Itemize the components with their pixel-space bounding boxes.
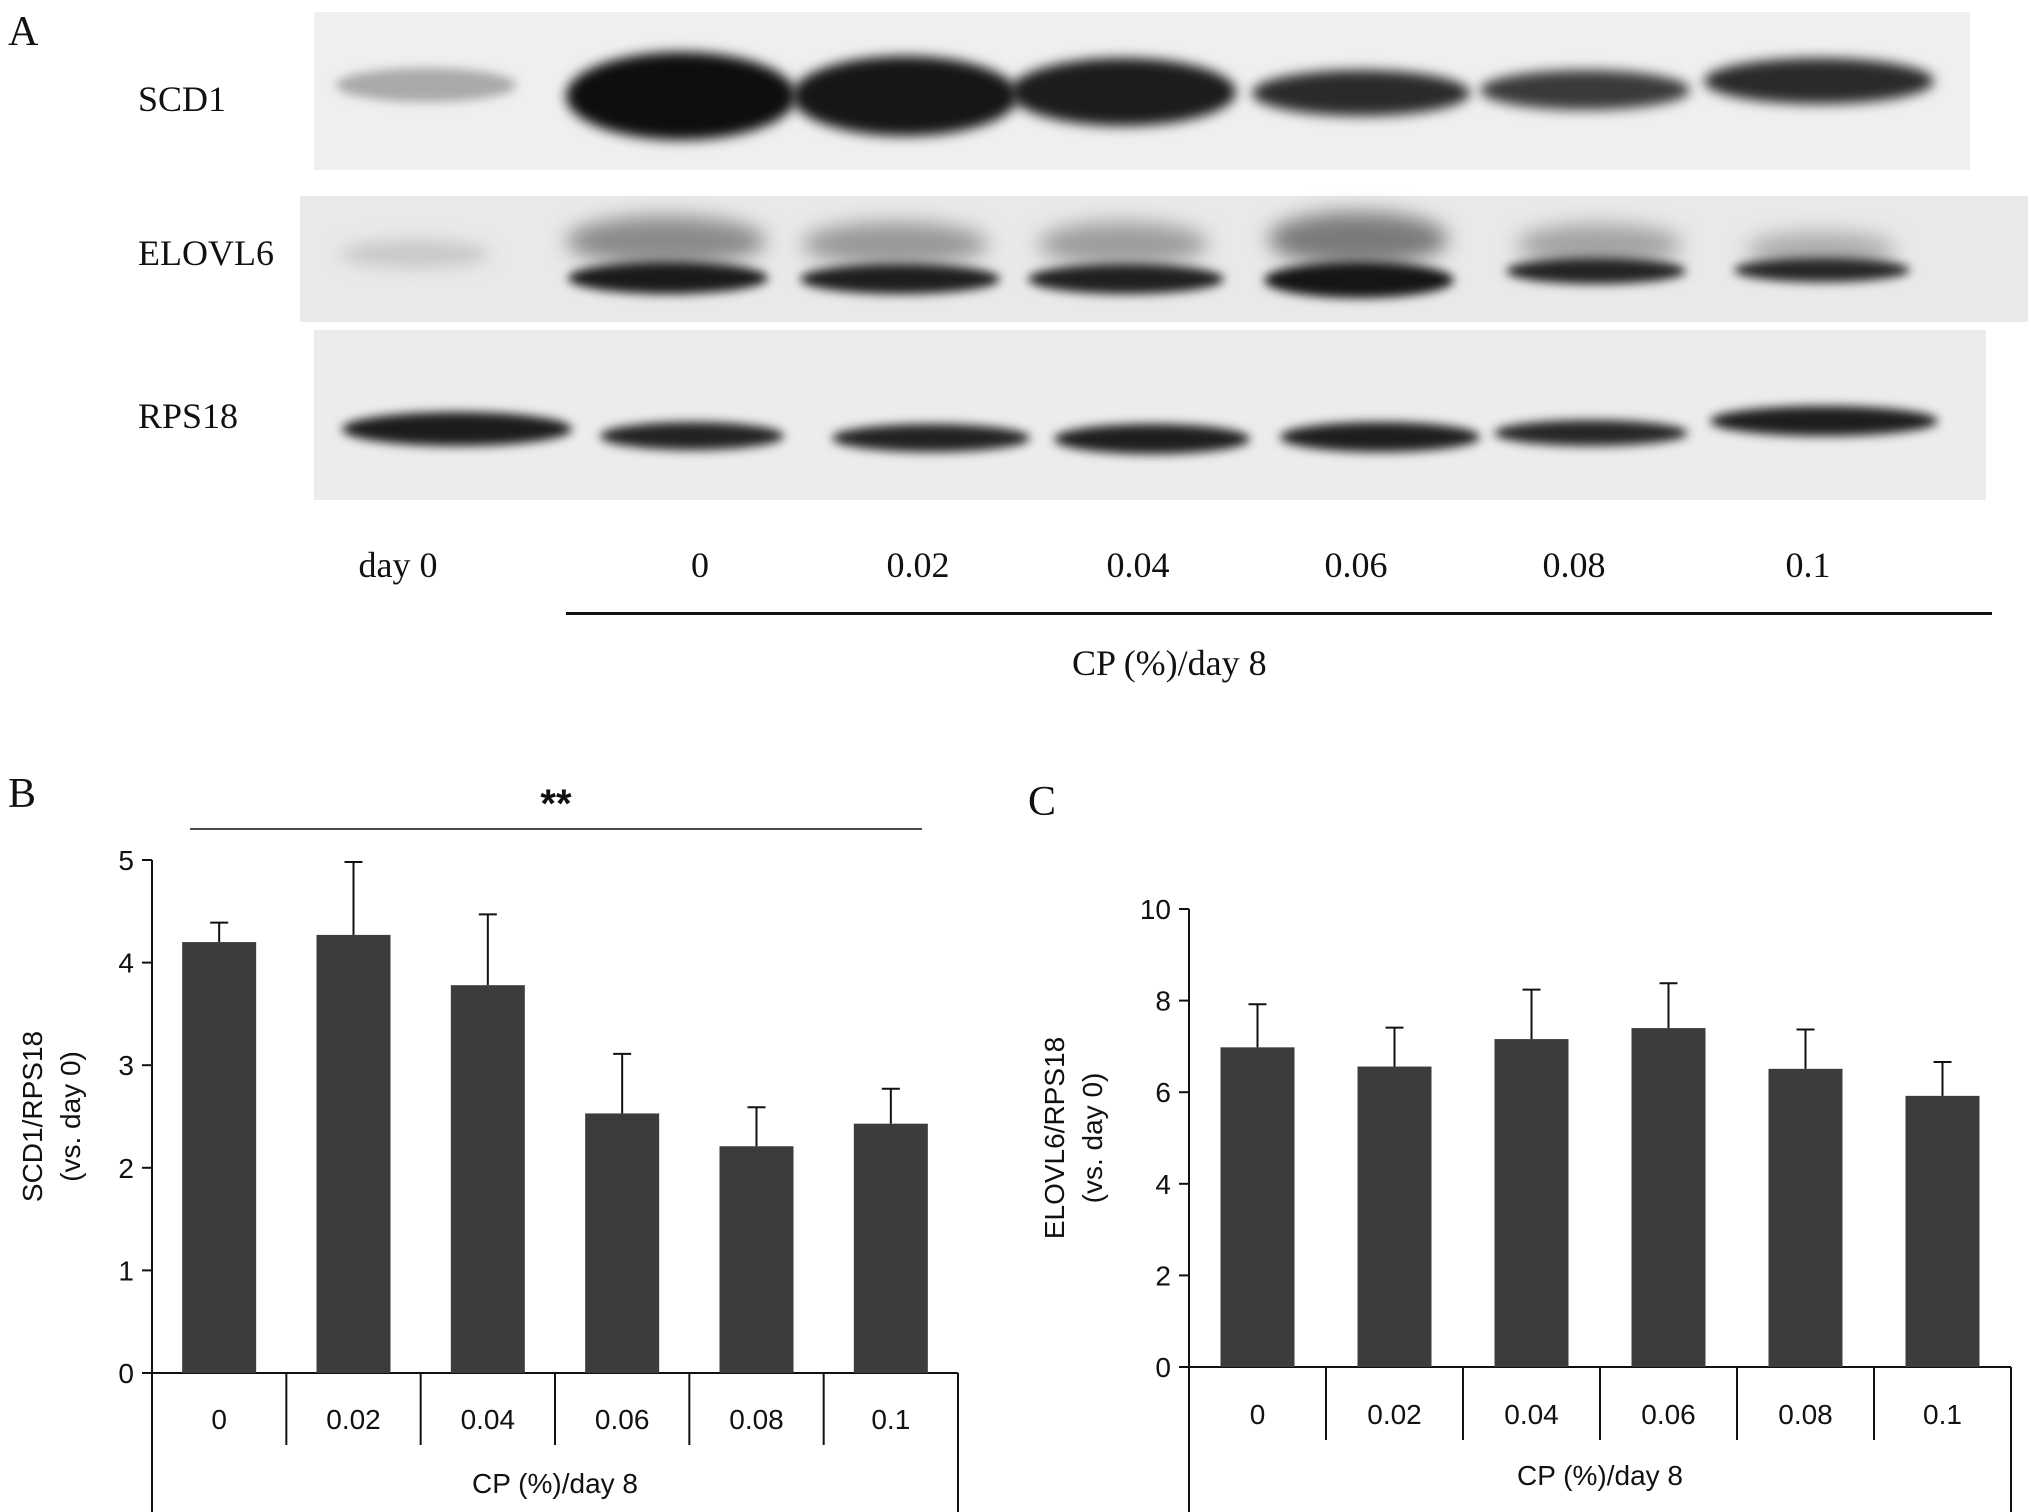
- band: [1028, 264, 1224, 294]
- bar: [1905, 1095, 1980, 1367]
- x-axis-label: CP (%)/day 8: [1517, 1460, 1683, 1491]
- blot-label-rps18: RPS18: [138, 396, 239, 436]
- band: [1264, 262, 1454, 298]
- band: [802, 222, 988, 266]
- band: [1734, 258, 1910, 282]
- bar: [182, 942, 257, 1373]
- y-axis-label: SCD1/RPS18: [17, 1031, 48, 1202]
- band: [792, 56, 1018, 136]
- band: [1480, 70, 1690, 110]
- y-tick-label: 5: [118, 845, 134, 876]
- panel-b-letter: B: [8, 771, 37, 817]
- band: [566, 216, 766, 266]
- x-axis-label: CP (%)/day 8: [472, 1468, 638, 1499]
- band: [342, 412, 572, 446]
- chart-c: 0 2 4 6 8 10 0 0.02 0.04 0.06 0.08 0.1 CP (%)/day 8 E…: [1039, 894, 2012, 1512]
- blot-strip-scd1: [314, 12, 1970, 170]
- lane-label: 0.08: [1542, 545, 1606, 585]
- y-axis-label-sub: (vs. day 0): [1077, 1073, 1108, 1204]
- x-tick-label: 0.08: [1778, 1399, 1833, 1430]
- band: [800, 264, 1000, 294]
- x-tick-label: 0.04: [461, 1404, 516, 1435]
- band: [340, 240, 490, 268]
- y-tick-label: 2: [1155, 1260, 1171, 1291]
- band: [1038, 222, 1208, 266]
- band: [1054, 424, 1250, 454]
- band: [1268, 212, 1448, 266]
- y-tick-label: 4: [1155, 1169, 1171, 1200]
- bar: [1220, 1047, 1295, 1367]
- bar: [1357, 1066, 1432, 1367]
- bar: [585, 1113, 660, 1373]
- x-tick-label: 0.02: [1367, 1399, 1422, 1430]
- band: [566, 52, 796, 140]
- bar: [1494, 1039, 1569, 1367]
- y-tick-label: 8: [1155, 986, 1171, 1017]
- bar: [853, 1123, 928, 1373]
- group-bracket-line: [566, 612, 1992, 615]
- blot-strip-elovl6: [300, 196, 2028, 322]
- band: [568, 262, 768, 294]
- band: [1252, 70, 1470, 116]
- y-tick-label: 0: [1155, 1352, 1171, 1383]
- x-tick-label: 0.08: [729, 1404, 784, 1435]
- bar: [450, 985, 525, 1373]
- band: [1704, 58, 1934, 104]
- panel-a-letter: A: [8, 9, 39, 55]
- bar: [1768, 1068, 1843, 1367]
- lane-label: 0.02: [886, 545, 950, 585]
- x-tick-label: 0: [211, 1404, 227, 1435]
- lane-label-day0: day 0: [358, 545, 438, 585]
- x-tick-label: 0.06: [1641, 1399, 1696, 1430]
- group-label: CP (%)/day 8: [1072, 643, 1267, 683]
- y-tick-label: 3: [118, 1050, 134, 1081]
- bar: [1631, 1028, 1706, 1367]
- x-tick-label: 0.02: [326, 1404, 381, 1435]
- x-tick-label: 0.1: [871, 1404, 910, 1435]
- y-tick-label: 1: [118, 1255, 134, 1286]
- band: [600, 422, 784, 450]
- y-tick-label: 4: [118, 948, 134, 979]
- bar: [316, 934, 391, 1373]
- blot-label-scd1: SCD1: [138, 79, 227, 119]
- significance-marker: **: [540, 782, 572, 826]
- band: [1010, 58, 1236, 126]
- chart-b: 0 1 2 3 4 5 0 0.02 0.04 0.06 0.08 0.1 CP (%)/day 8 SC…: [17, 782, 959, 1512]
- x-tick-label: 0.04: [1504, 1399, 1559, 1430]
- band: [1710, 406, 1938, 436]
- lane-label: 0.04: [1106, 545, 1170, 585]
- lane-label: 0.1: [1785, 545, 1831, 585]
- x-tick-label: 0: [1250, 1399, 1266, 1430]
- band: [336, 68, 516, 102]
- y-tick-label: 2: [118, 1153, 134, 1184]
- x-tick-label: 0.1: [1923, 1399, 1962, 1430]
- x-tick-label: 0.06: [595, 1404, 650, 1435]
- band: [1506, 258, 1686, 284]
- band: [832, 424, 1030, 452]
- y-tick-label: 6: [1155, 1077, 1171, 1108]
- band: [1280, 422, 1480, 452]
- bar: [719, 1146, 794, 1373]
- y-axis-label: ELOVL6/RPS18: [1039, 1037, 1070, 1239]
- lane-label: 0.06: [1324, 545, 1388, 585]
- blot-label-elovl6: ELOVL6: [138, 233, 274, 273]
- panel-c-letter: C: [1028, 779, 1057, 825]
- y-tick-label: 10: [1140, 894, 1171, 925]
- y-axis-label-sub: (vs. day 0): [55, 1051, 86, 1182]
- band: [1494, 420, 1688, 446]
- y-tick-label: 0: [118, 1358, 134, 1389]
- blot-strip-rps18: [314, 330, 1986, 500]
- lane-label: 0: [691, 545, 709, 585]
